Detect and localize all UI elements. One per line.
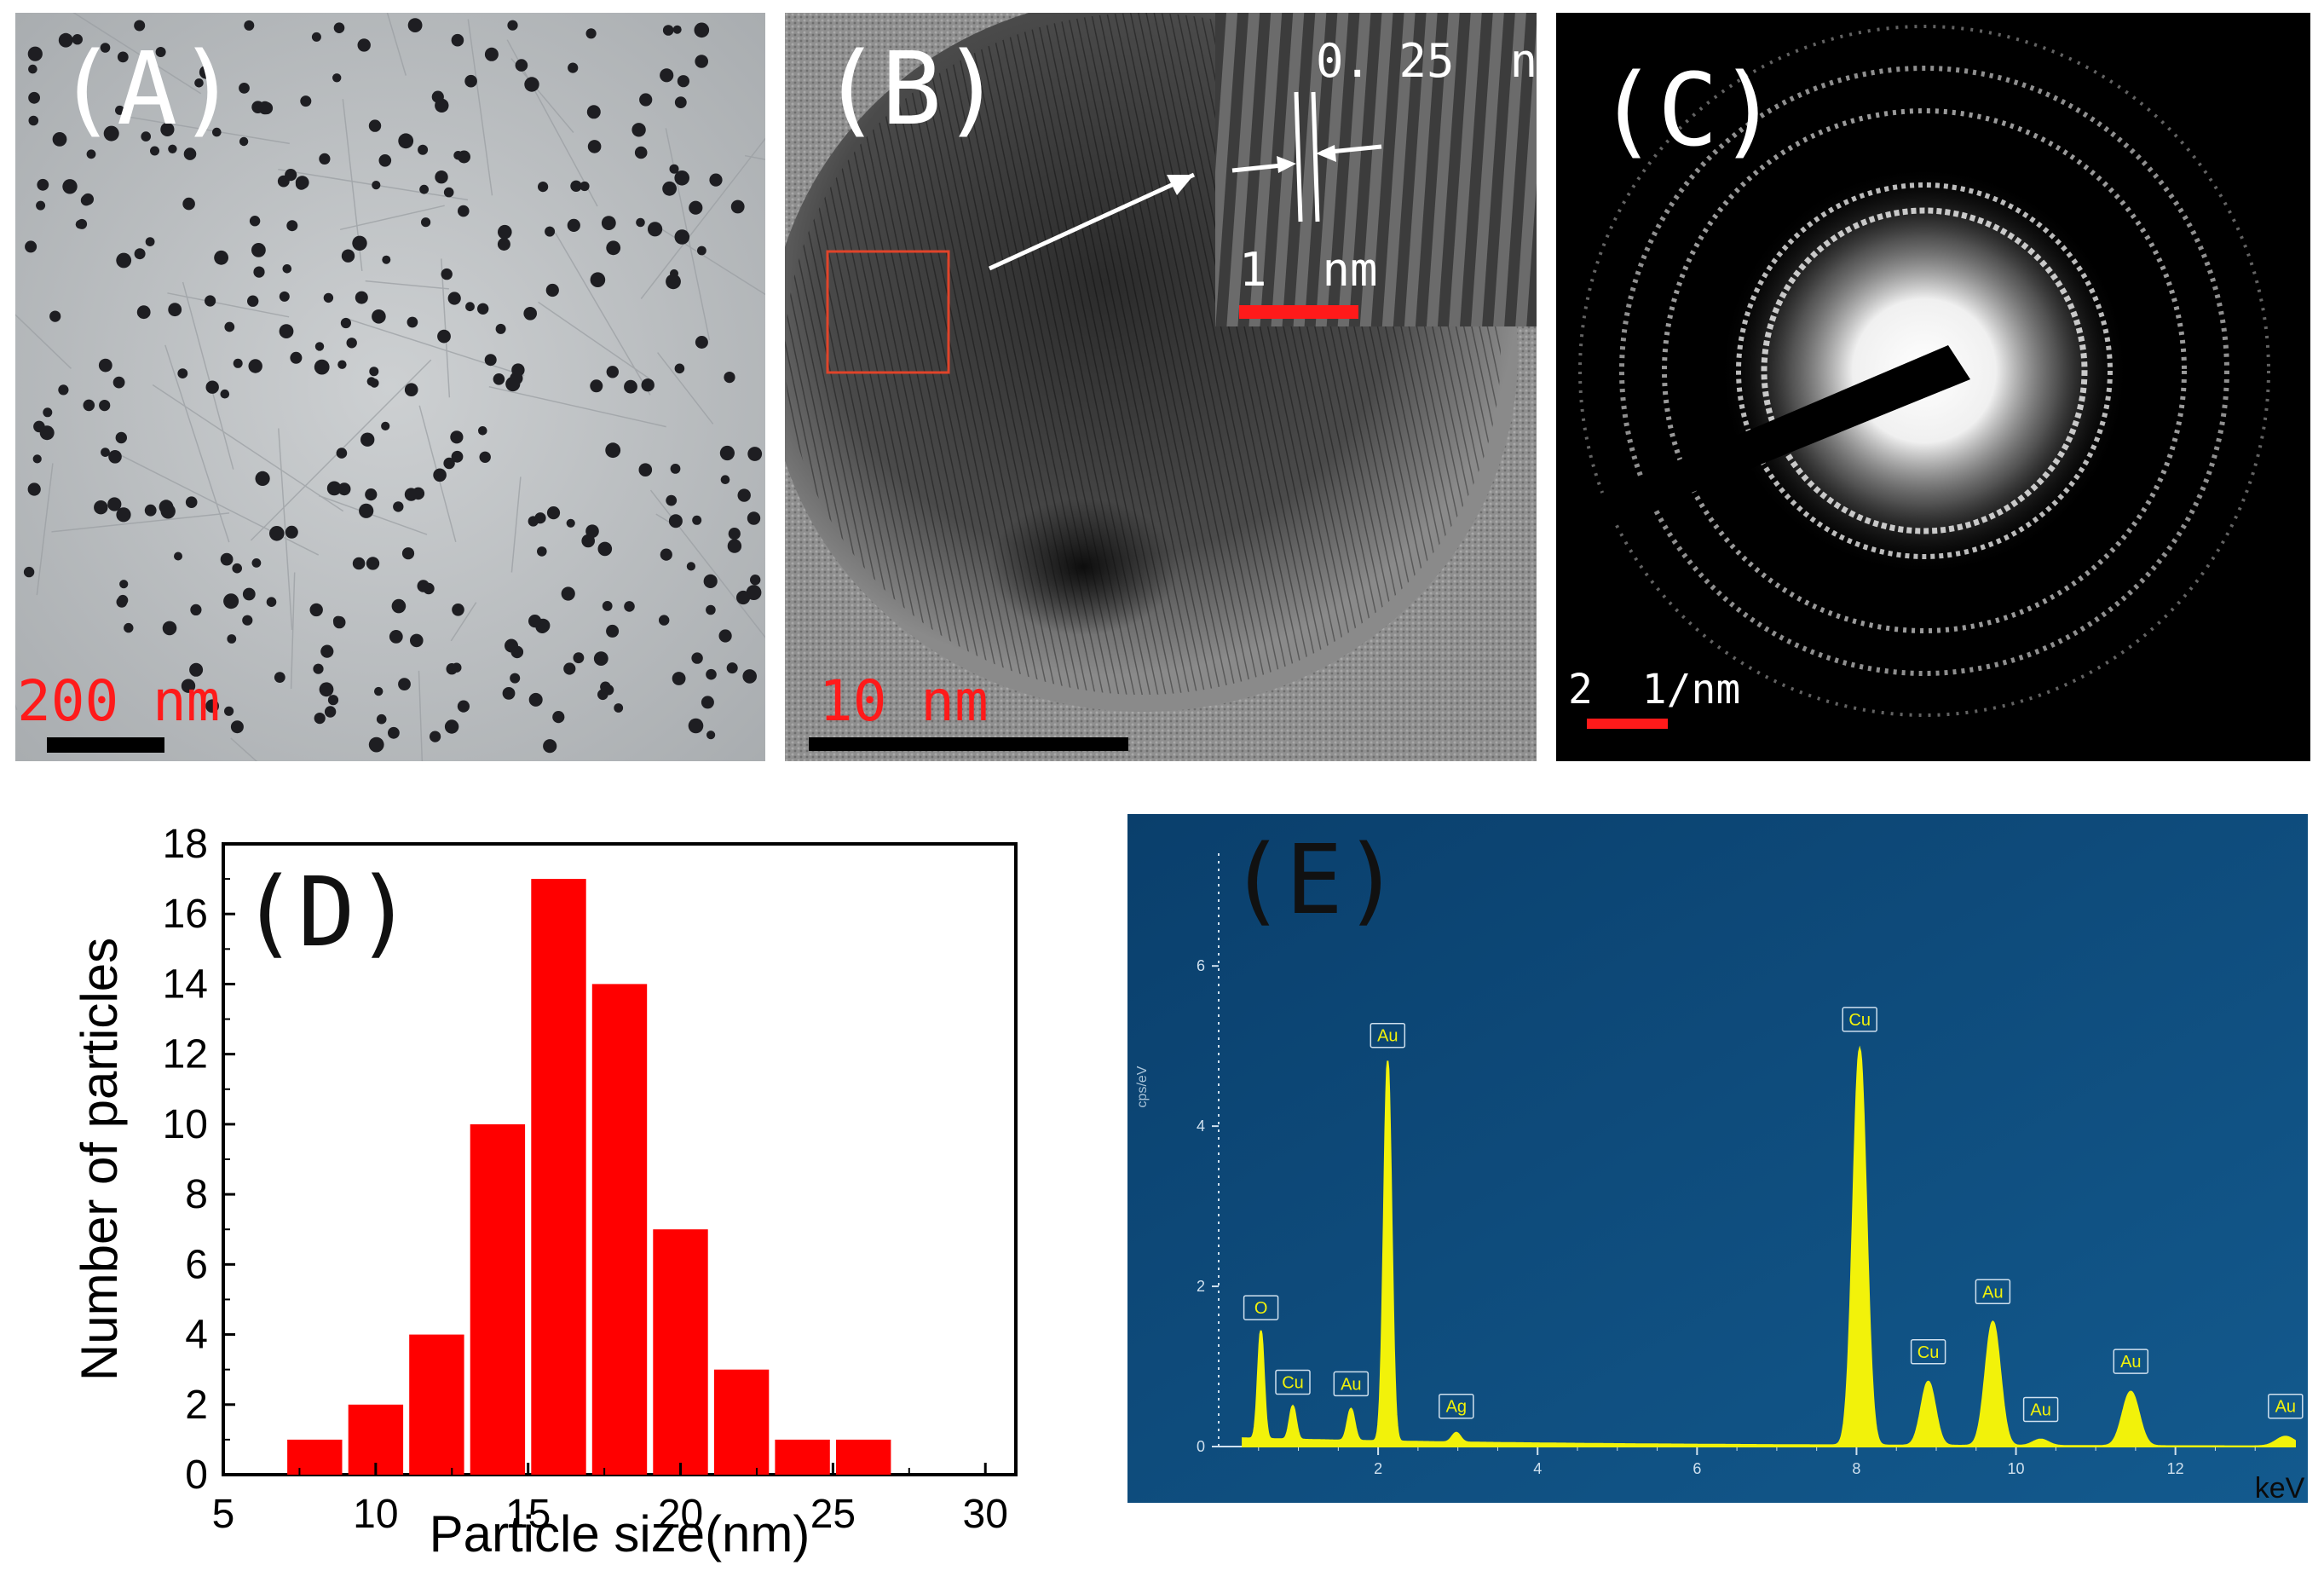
eds-peak-label: Au bbox=[1333, 1371, 1370, 1397]
eds-y-tick-label: 6 bbox=[1197, 957, 1205, 974]
histogram-x-tick-label: 20 bbox=[658, 1492, 703, 1537]
histogram-y-axis-label: Number of particles bbox=[71, 938, 128, 1381]
eds-peak-label: Au bbox=[1370, 1022, 1406, 1048]
saed-image bbox=[1578, 25, 2270, 717]
eds-y-tick-label: 4 bbox=[1197, 1118, 1205, 1135]
eds-peak-label: Ag bbox=[1439, 1393, 1474, 1419]
eds-y-tick-label: 0 bbox=[1197, 1438, 1205, 1455]
eds-spectrum: 0 2 4 6 2 4 6 8 10 12 O Cu Au Au Ag Cu Cu Au Au Au Au cps/e… bbox=[1127, 814, 2308, 1503]
svg-text:Ag: Ag bbox=[1446, 1398, 1467, 1417]
eds-x-tick-label: 4 bbox=[1533, 1460, 1542, 1477]
tem-overview-panel: (A) 200 nm bbox=[15, 13, 765, 761]
eds-x-tick-label: 6 bbox=[1693, 1460, 1701, 1477]
histogram-bar bbox=[653, 1229, 708, 1475]
inset-scale-label: 1 nm bbox=[1239, 243, 1378, 297]
histogram-x-tick-label: 30 bbox=[963, 1492, 1008, 1537]
histogram-bar bbox=[409, 1334, 464, 1475]
histogram-bar bbox=[591, 984, 648, 1475]
eds-x-tick-label: 12 bbox=[2167, 1460, 2184, 1477]
eds-x-tick-label: 10 bbox=[2008, 1460, 2025, 1477]
svg-text:Au: Au bbox=[1377, 1027, 1398, 1046]
eds-x-axis-label: keV bbox=[2255, 1472, 2305, 1503]
histogram-y-tick-label: 2 bbox=[185, 1383, 208, 1428]
svg-text:Au: Au bbox=[2120, 1353, 2141, 1372]
panel-d-label: (D) bbox=[240, 858, 413, 968]
histogram-y-tick-label: 6 bbox=[185, 1242, 208, 1287]
eds-peak-label: Au bbox=[1975, 1279, 2011, 1305]
panel-e-label: (E) bbox=[1228, 825, 1401, 936]
hrtem-inset: 0. 25 nm 1 nm bbox=[1215, 13, 1537, 326]
histogram-x-tick-label: 5 bbox=[212, 1492, 235, 1537]
svg-text:Cu: Cu bbox=[1848, 1011, 1871, 1030]
svg-text:Cu: Cu bbox=[1917, 1343, 1940, 1362]
panel-b-scale-label: 10 nm bbox=[819, 668, 989, 734]
svg-text:Au: Au bbox=[2030, 1401, 2050, 1420]
hrtem-panel: (B) 0. 25 nm 1 nm 10 nm bbox=[785, 13, 1537, 761]
histogram-bar bbox=[713, 1369, 770, 1475]
eds-peak-label: Cu bbox=[1275, 1369, 1311, 1395]
eds-peak-label: O bbox=[1243, 1295, 1279, 1320]
eds-spectrum-trace bbox=[1242, 1045, 2296, 1447]
histogram-bar bbox=[836, 1439, 891, 1475]
histogram-x-tick-label: 25 bbox=[810, 1492, 856, 1537]
panel-b-label: (B) bbox=[821, 30, 1003, 147]
histogram-y-tick-label: 10 bbox=[163, 1102, 208, 1147]
histogram-bar bbox=[531, 879, 586, 1475]
histogram-x-tick-label: 15 bbox=[505, 1492, 551, 1537]
eds-y-axis-label: cps/eV bbox=[1135, 1066, 1150, 1107]
inset-scale-bar bbox=[1239, 305, 1358, 319]
panel-a-scale-label: 200 nm bbox=[17, 668, 221, 734]
panel-c-scale-bar bbox=[1587, 719, 1668, 729]
eds-peak-label: Au bbox=[2113, 1349, 2149, 1374]
svg-text:Au: Au bbox=[1982, 1283, 2003, 1302]
panel-a-scale-bar bbox=[47, 737, 164, 753]
svg-text:Au: Au bbox=[2275, 1398, 2296, 1417]
svg-text:Cu: Cu bbox=[1282, 1374, 1304, 1393]
eds-peak-label: Au bbox=[2268, 1393, 2304, 1419]
eds-x-tick-label: 2 bbox=[1374, 1460, 1382, 1477]
svg-text:O: O bbox=[1254, 1299, 1268, 1318]
eds-peak-label: Cu bbox=[1842, 1007, 1877, 1032]
histogram-y-tick-label: 16 bbox=[163, 892, 208, 937]
eds-peak-label: Au bbox=[2022, 1396, 2059, 1423]
eds-x-tick-label: 8 bbox=[1852, 1460, 1860, 1477]
histogram-y-tick-label: 14 bbox=[163, 962, 208, 1007]
tem-overview-image bbox=[15, 13, 765, 761]
histogram-bar bbox=[775, 1439, 830, 1475]
histogram-y-tick-label: 8 bbox=[185, 1172, 208, 1217]
lattice-spacing-label: 0. 25 nm bbox=[1316, 34, 1537, 88]
particle-size-histogram: 5 10 15 20 25 30 0 2 4 6 8 10 12 14 16 18 Particle size… bbox=[71, 822, 1018, 1562]
panel-c-scale-label: 2 1/nm bbox=[1568, 666, 1741, 713]
histogram-x-axis-label: Particle size(nm) bbox=[430, 1505, 810, 1562]
eds-y-tick-label: 2 bbox=[1197, 1278, 1205, 1295]
panel-a-label: (A) bbox=[56, 30, 239, 147]
histogram-bar bbox=[287, 1439, 343, 1475]
panel-b-scale-bar bbox=[809, 737, 1128, 751]
histogram-y-tick-label: 18 bbox=[163, 822, 208, 867]
histogram-bar bbox=[470, 1123, 526, 1475]
histogram-panel: 5 10 15 20 25 30 0 2 4 6 8 10 12 14 16 18 Particle size… bbox=[0, 793, 1074, 1571]
histogram-y-tick-label: 4 bbox=[185, 1313, 208, 1358]
saed-panel: (C) 2 1/nm bbox=[1556, 13, 2310, 761]
eds-panel: 0 2 4 6 2 4 6 8 10 12 O Cu Au Au Ag Cu Cu Au Au Au Au cps/e… bbox=[1127, 814, 2308, 1503]
histogram-y-tick-label: 12 bbox=[163, 1032, 208, 1077]
eds-peak-label: Cu bbox=[1910, 1339, 1946, 1365]
histogram-y-tick-label: 0 bbox=[185, 1453, 208, 1498]
panel-c-label: (C) bbox=[1597, 51, 1779, 169]
histogram-x-tick-label: 10 bbox=[353, 1492, 398, 1537]
svg-text:Au: Au bbox=[1341, 1375, 1361, 1394]
